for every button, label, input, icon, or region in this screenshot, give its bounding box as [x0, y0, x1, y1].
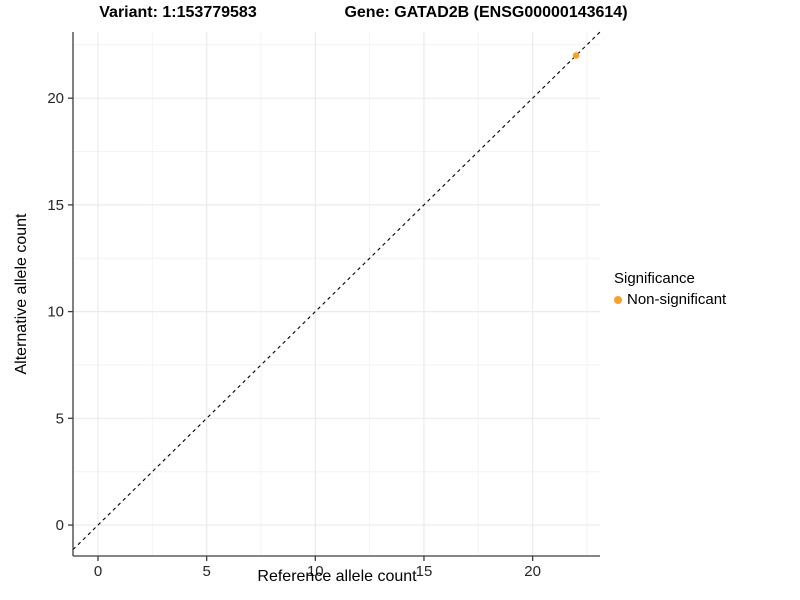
x-tick-label: 0 [94, 563, 102, 580]
legend-title: Significance [614, 270, 695, 287]
legend-entry: Non-significant [614, 291, 726, 308]
x-tick-label: 15 [416, 563, 433, 580]
legend-entry-label: Non-significant [627, 291, 727, 308]
y-tick-label: 10 [47, 304, 64, 321]
legend: Significance Non-significant [614, 270, 726, 308]
legend-dot-icon [614, 295, 622, 304]
variant-title: Variant: 1:153779583 [99, 4, 257, 21]
y-tick-label: 15 [47, 197, 64, 214]
x-tick-label: 20 [524, 563, 541, 580]
y-axis-title: Alternative allele count [13, 213, 30, 375]
y-tick-label: 0 [56, 517, 64, 534]
y-tick-label: 5 [56, 410, 64, 427]
x-tick-label: 5 [202, 563, 210, 580]
x-tick-label: 10 [307, 563, 324, 580]
gene-title: Gene: GATAD2B (ENSG00000143614) [344, 4, 628, 21]
y-tick-label: 20 [47, 90, 64, 107]
data-point [572, 52, 580, 59]
x-axis-title: Reference allele count [257, 568, 417, 585]
legend-entries: Non-significant [614, 291, 726, 308]
